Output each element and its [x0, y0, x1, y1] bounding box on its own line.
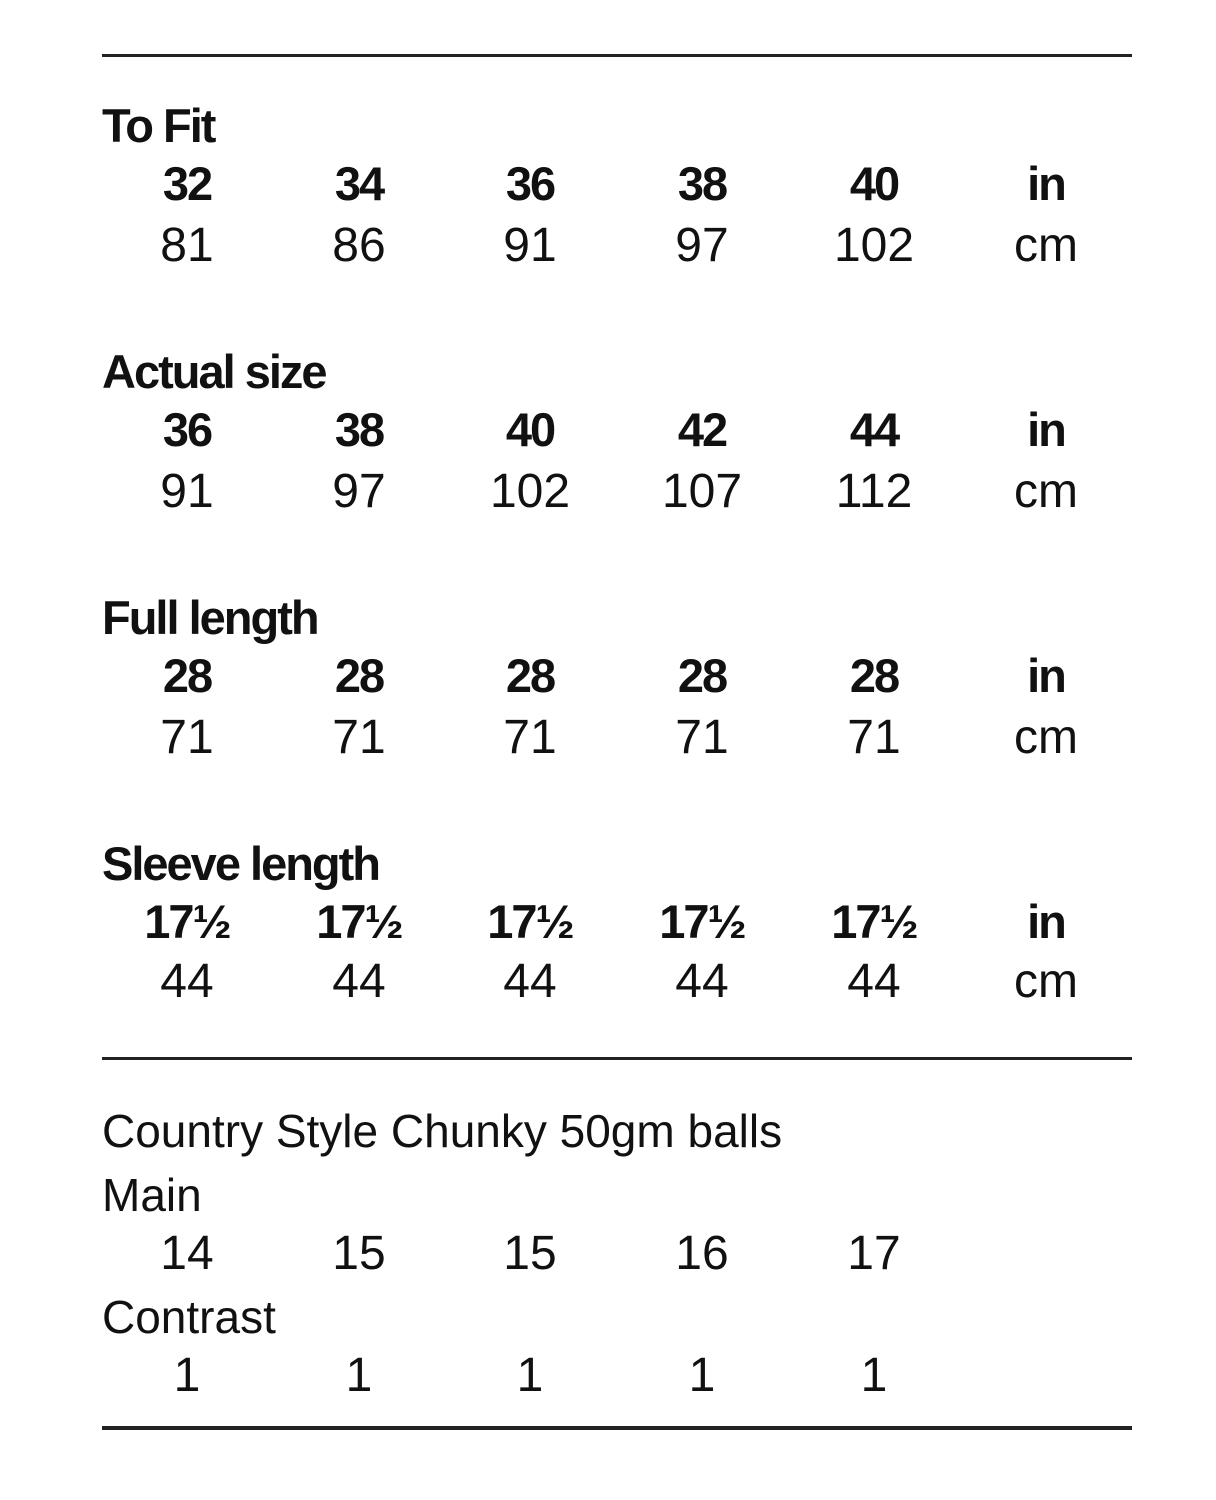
middle-divider [102, 1057, 1132, 1060]
value-cell: 15 [503, 1227, 557, 1280]
unit-label: cm [1014, 711, 1078, 764]
value-cell: 32 [162, 157, 213, 210]
top-divider [102, 54, 1132, 57]
value-cell: 40 [849, 157, 900, 210]
value-cell: 17½ [831, 895, 918, 948]
value-cell: 112 [835, 465, 913, 518]
value-cell: 28 [505, 649, 556, 702]
value-cell: 42 [677, 403, 728, 456]
value-cell: 38 [334, 403, 385, 456]
bottom-divider [102, 1426, 1132, 1430]
main-balls-row: 14 15 15 16 17 [0, 1230, 1216, 1286]
value-cell: 71 [847, 711, 901, 764]
section-heading-sleeve-length: Sleeve length [102, 837, 381, 890]
value-cell: 1 [860, 1349, 888, 1402]
value-cell: 107 [661, 465, 743, 518]
unit-label: in [1027, 895, 1067, 948]
to-fit-inches-row: 32 34 36 38 40 in [0, 160, 1216, 216]
value-cell: 17½ [487, 895, 574, 948]
value-cell: 36 [162, 403, 213, 456]
value-cell: 44 [503, 955, 557, 1008]
unit-label: in [1027, 649, 1067, 702]
value-cell: 44 [160, 955, 214, 1008]
value-cell: 28 [677, 649, 728, 702]
value-cell: 28 [849, 649, 900, 702]
value-cell: 16 [675, 1227, 729, 1280]
value-cell: 97 [675, 219, 729, 272]
sleeve-length-cm-row: 44 44 44 44 44 cm [0, 958, 1216, 1014]
value-cell: 38 [677, 157, 728, 210]
value-cell: 102 [489, 465, 571, 518]
value-cell: 1 [688, 1349, 716, 1402]
value-cell: 1 [173, 1349, 201, 1402]
value-cell: 14 [160, 1227, 214, 1280]
unit-label: cm [1014, 465, 1078, 518]
contrast-balls-row: 1 1 1 1 1 [0, 1352, 1216, 1408]
value-cell: 97 [332, 465, 386, 518]
value-cell: 28 [162, 649, 213, 702]
section-heading-full-length: Full length [102, 591, 320, 644]
value-cell: 17 [847, 1227, 901, 1280]
value-cell: 91 [503, 219, 557, 272]
contrast-colour-label: Contrast [102, 1291, 276, 1343]
value-cell: 17½ [144, 895, 231, 948]
value-cell: 17½ [659, 895, 746, 948]
value-cell: 71 [160, 711, 214, 764]
section-heading-to-fit: To Fit [102, 99, 216, 152]
value-cell: 71 [675, 711, 729, 764]
value-cell: 1 [516, 1349, 544, 1402]
value-cell: 71 [332, 711, 386, 764]
value-cell: 44 [332, 955, 386, 1008]
section-heading-actual-size: Actual size [102, 345, 328, 398]
value-cell: 71 [503, 711, 557, 764]
value-cell: 40 [505, 403, 556, 456]
yarn-title: Country Style Chunky 50gm balls [102, 1105, 783, 1157]
value-cell: 91 [160, 465, 214, 518]
unit-label: in [1027, 157, 1067, 210]
value-cell: 86 [332, 219, 386, 272]
full-length-cm-row: 71 71 71 71 71 cm [0, 714, 1216, 770]
unit-label: in [1027, 403, 1067, 456]
actual-size-cm-row: 91 97 102 107 112 cm [0, 468, 1216, 524]
value-cell: 44 [675, 955, 729, 1008]
value-cell: 36 [505, 157, 556, 210]
unit-label: cm [1014, 219, 1078, 272]
main-colour-label: Main [102, 1169, 202, 1221]
value-cell: 28 [334, 649, 385, 702]
value-cell: 1 [345, 1349, 373, 1402]
sleeve-length-inches-row: 17½ 17½ 17½ 17½ 17½ in [0, 898, 1216, 954]
value-cell: 17½ [316, 895, 403, 948]
value-cell: 102 [833, 219, 915, 272]
value-cell: 44 [847, 955, 901, 1008]
value-cell: 44 [849, 403, 900, 456]
value-cell: 34 [334, 157, 385, 210]
value-cell: 15 [332, 1227, 386, 1280]
actual-size-inches-row: 36 38 40 42 44 in [0, 406, 1216, 462]
unit-label: cm [1014, 955, 1078, 1008]
full-length-inches-row: 28 28 28 28 28 in [0, 652, 1216, 708]
value-cell: 81 [160, 219, 214, 272]
to-fit-cm-row: 81 86 91 97 102 cm [0, 222, 1216, 278]
